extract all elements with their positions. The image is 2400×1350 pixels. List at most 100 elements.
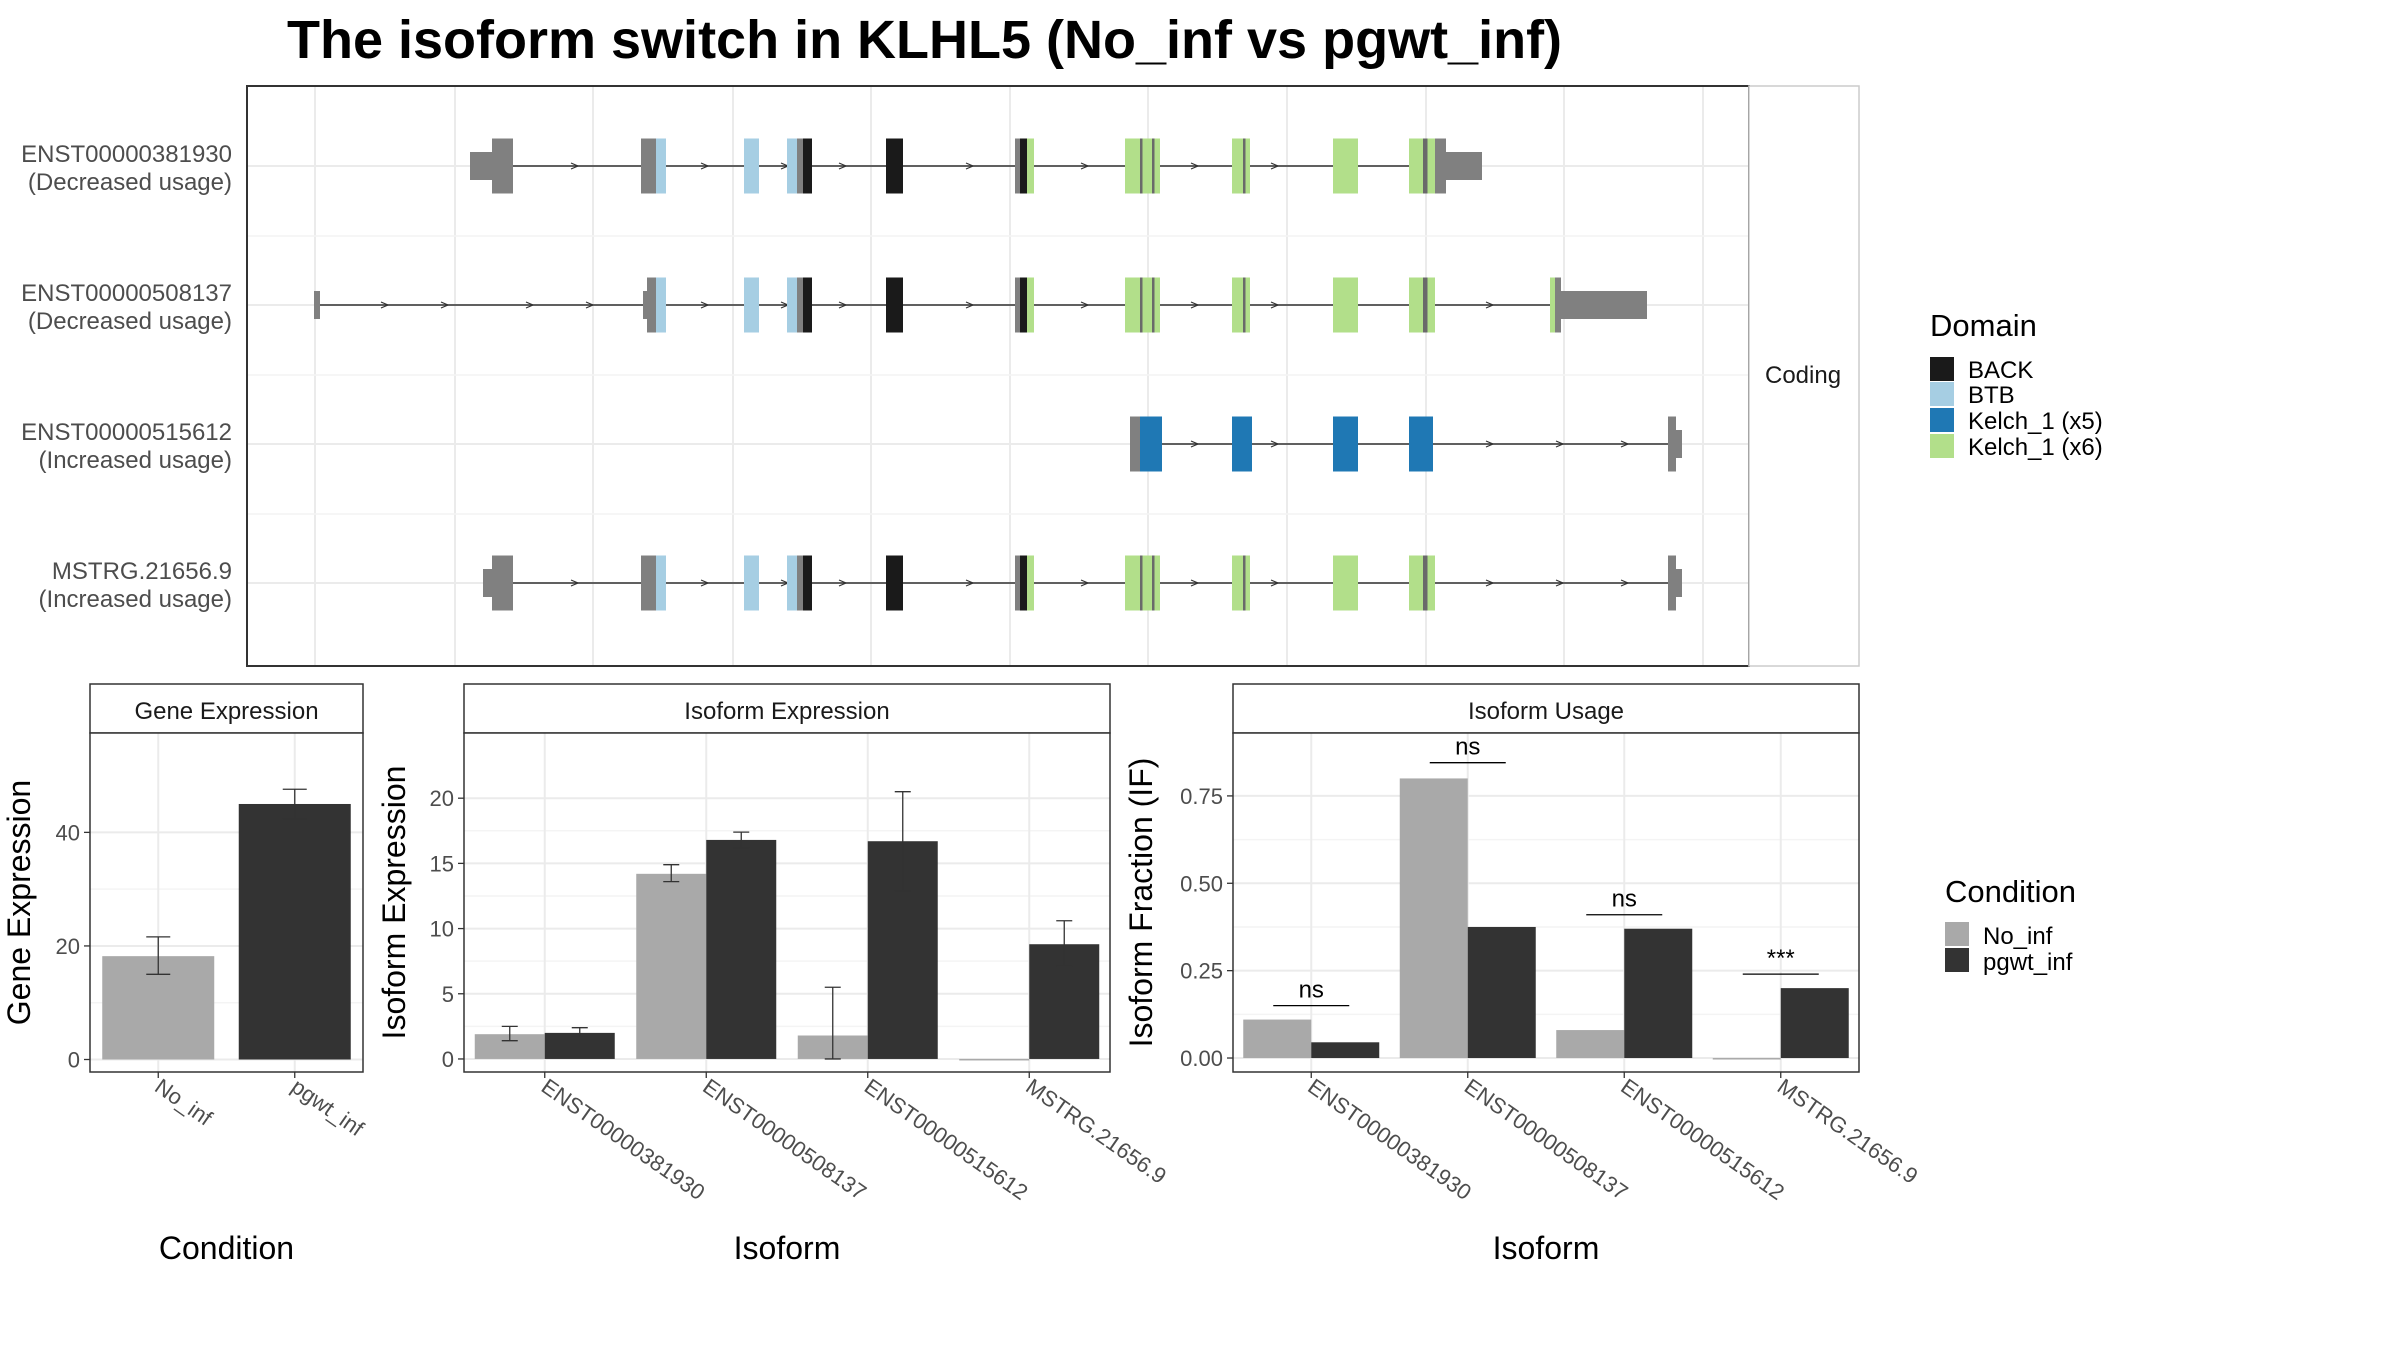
utr-block <box>797 277 803 333</box>
domain-block <box>1125 277 1148 333</box>
exon-boundary <box>1152 138 1155 194</box>
legend-label-kelch-x6: Kelch_1 (x6) <box>1968 434 2103 461</box>
structure-tracks <box>314 138 1682 611</box>
bar-pgwt-inf <box>238 803 351 1060</box>
intron-arrow <box>1485 579 1495 587</box>
utr-block <box>641 555 656 611</box>
utr-block <box>1676 430 1682 458</box>
domain-block <box>656 277 666 333</box>
y-axis-title: Gene Expression <box>1 780 37 1025</box>
intron-arrow <box>838 301 848 309</box>
exon-boundary <box>1140 555 1143 611</box>
bar-pgwt-inf <box>1780 988 1849 1059</box>
bar-no-inf <box>1399 778 1468 1059</box>
intron-arrow <box>1080 162 1090 170</box>
y-tick-label: 15 <box>430 851 454 876</box>
x-axis-ticks: ENST00000381930ENST00000508137ENST000005… <box>1303 1072 1922 1205</box>
y-tick-label: 5 <box>442 982 454 1007</box>
bar-no-inf <box>959 1058 1030 1061</box>
exon-boundary <box>1425 138 1428 194</box>
legend-item-kelch-x6: Kelch_1 (x6) <box>1930 434 2103 461</box>
domain-block <box>656 555 666 611</box>
intron-arrow <box>700 162 710 170</box>
utr-block <box>1555 277 1561 333</box>
panel-strip-label: Gene Expression <box>134 698 318 725</box>
bar-no-inf <box>636 873 707 1059</box>
domain-block <box>1409 416 1433 472</box>
legend-key-no-inf <box>1945 922 1969 946</box>
intron-arrow <box>570 579 580 587</box>
domain-block <box>787 277 797 333</box>
utr-block <box>797 138 803 194</box>
x-tick-label: ENST00000515612 <box>860 1074 1033 1205</box>
bars <box>1243 778 1849 1060</box>
intron-arrow <box>1270 301 1280 309</box>
significance-label: ns <box>1455 734 1480 761</box>
intron-arrow <box>838 579 848 587</box>
exon-boundary <box>1243 138 1246 194</box>
y-axis-ticks: 0.00 0.25 0.50 0.75 <box>1180 784 1233 1071</box>
domain-block <box>1027 555 1034 611</box>
intron-arrow <box>700 301 710 309</box>
intron-arrow <box>1485 440 1495 448</box>
legend-label-back: BACK <box>1968 357 2033 384</box>
legend-label-no-inf: No_inf <box>1983 923 2053 950</box>
legend-key-kelch-x5 <box>1930 408 1954 432</box>
y-tick-label: 0.75 <box>1180 784 1223 809</box>
domain-block <box>744 138 759 194</box>
intron-arrow <box>838 162 848 170</box>
utr-block <box>492 555 513 611</box>
intron-arrow <box>1620 579 1630 587</box>
significance-label: ns <box>1612 886 1637 913</box>
y-tick-label: 20 <box>56 934 80 959</box>
bars <box>102 788 351 1060</box>
exon-boundary <box>1423 555 1426 611</box>
isoform-track-1 <box>470 138 1482 194</box>
intron-arrow <box>380 301 390 309</box>
domain-block <box>787 555 797 611</box>
panel-strip <box>1232 683 1860 734</box>
domain-block <box>787 138 797 194</box>
utr-block <box>470 152 492 180</box>
x-tick-label: ENST00000515612 <box>1616 1074 1789 1205</box>
intron-arrow <box>1190 440 1200 448</box>
significance-label: *** <box>1767 945 1795 972</box>
domain-block <box>803 277 812 333</box>
isoform-track-3 <box>1130 416 1682 472</box>
domain-block <box>1125 138 1148 194</box>
domain-block <box>744 277 759 333</box>
exon-boundary <box>1243 277 1246 333</box>
y-tick-label: 0 <box>442 1047 454 1072</box>
utr-block <box>1015 277 1020 333</box>
intron-arrow <box>1270 579 1280 587</box>
x-tick-label: pgwt_inf <box>287 1074 369 1142</box>
condition-legend: Condition No_inf pgwt_inf <box>1945 874 2076 976</box>
isoform-structure-panel: Coding ENST00000381930 (Decreased usage)… <box>21 85 1860 667</box>
exon-boundary <box>1152 277 1155 333</box>
y-axis-title: Isoform Fraction (IF) <box>1123 758 1159 1048</box>
domain-block <box>1027 277 1034 333</box>
domain-block <box>1232 416 1252 472</box>
domain-block <box>1232 277 1250 333</box>
domain-block <box>803 138 812 194</box>
domain-block <box>1550 277 1555 333</box>
utr-block <box>483 569 492 597</box>
domain-block <box>886 555 903 611</box>
intron-arrow <box>570 162 580 170</box>
domain-block <box>1409 138 1435 194</box>
y-axis-ticks: 0 20 40 <box>56 820 90 1073</box>
domain-legend: Domain BACK BTB Kelch_1 (x5) Kelch_1 (x6… <box>1930 308 2103 461</box>
bar-pgwt-inf <box>1311 1042 1380 1059</box>
condition-legend-title: Condition <box>1945 874 2076 909</box>
domain-block <box>1232 555 1250 611</box>
isoform-usage-label: (Decreased usage) <box>28 169 232 196</box>
domain-block <box>744 555 759 611</box>
plot-background <box>1233 733 1859 1072</box>
legend-label-kelch-x5: Kelch_1 (x5) <box>1968 408 2103 435</box>
isoform-usage-label: (Decreased usage) <box>28 308 232 335</box>
exon-boundary <box>1152 555 1155 611</box>
y-axis-ticks: 0 5 10 15 20 <box>430 786 464 1072</box>
y-tick-label: 0.25 <box>1180 959 1223 984</box>
panel-border <box>1232 732 1860 1073</box>
